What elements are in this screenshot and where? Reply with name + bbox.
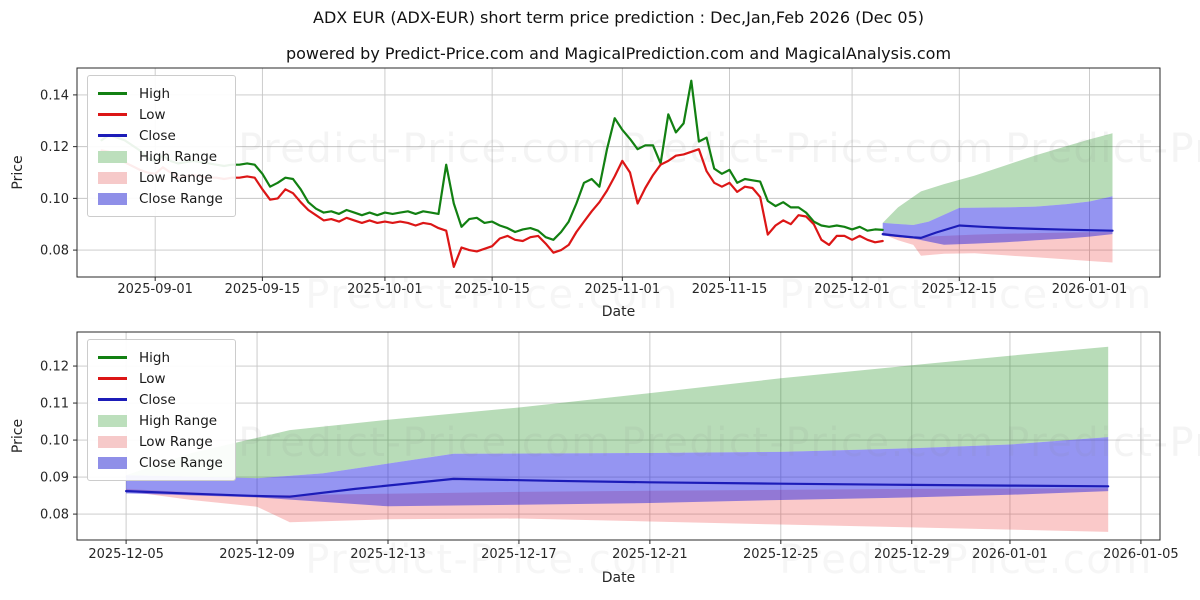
legend-patch-swatch bbox=[98, 435, 127, 448]
watermark-text: Predict-Price.com bbox=[779, 537, 1152, 583]
legend-label: Low bbox=[139, 106, 166, 123]
watermark-text: Predict-Price.com bbox=[779, 272, 1152, 318]
legend-item-close-range: Close Range bbox=[98, 188, 223, 209]
legend-patch-swatch bbox=[98, 414, 127, 427]
legend-forecast: High Low Close High Range Low Range Close Ran… bbox=[87, 339, 236, 481]
legend-patch-swatch bbox=[98, 456, 127, 469]
legend-item-low-range: Low Range bbox=[98, 167, 223, 188]
band-high-range bbox=[126, 346, 1109, 479]
watermark-text: Predict-Price.com bbox=[238, 126, 611, 172]
band-low-range bbox=[126, 488, 1109, 532]
legend-label: High Range bbox=[139, 412, 218, 429]
legend-item-low-range: Low Range bbox=[98, 431, 223, 452]
legend-line-swatch bbox=[98, 134, 127, 137]
legend-line-swatch bbox=[98, 92, 127, 95]
history-chart: Predict-Price.com Predict-Price.com Predic… bbox=[10, 67, 1200, 320]
legend-label: Low Range bbox=[139, 433, 213, 450]
x-tick-label: 2025-12-09 bbox=[219, 547, 295, 562]
legend-item-high-range: High Range bbox=[98, 146, 223, 167]
watermark-text: Predict-Price.com bbox=[621, 126, 994, 172]
x-tick-label: 2026-01-01 bbox=[1052, 282, 1128, 297]
legend-patch-swatch bbox=[98, 192, 127, 205]
series-close-line bbox=[881, 224, 1114, 239]
x-tick-label: 2026-01-05 bbox=[1103, 547, 1179, 562]
plot-border bbox=[76, 331, 1161, 541]
forecast-chart: Predict-Price.com Predict-Price.com Predic… bbox=[10, 331, 1200, 586]
y-tick-label: 0.09 bbox=[40, 471, 69, 486]
legend-label: High bbox=[139, 85, 171, 102]
legend-label: Close Range bbox=[139, 454, 223, 471]
x-tick-label: 2025-12-21 bbox=[612, 547, 688, 562]
y-axis-label: Price bbox=[10, 419, 26, 453]
y-tick-label: 0.08 bbox=[40, 244, 69, 259]
legend-item-low: Low bbox=[98, 368, 223, 389]
watermark-text: Predict-Price.com bbox=[238, 420, 611, 466]
x-axis-label: Date bbox=[602, 304, 635, 320]
x-tick-label: 2025-12-13 bbox=[350, 547, 426, 562]
x-tick-label: 2025-11-15 bbox=[692, 282, 768, 297]
series-close-line bbox=[124, 477, 1110, 498]
y-tick-label: 0.10 bbox=[40, 434, 69, 449]
chart-subtitle: powered by Predict-Price.com and Magical… bbox=[285, 44, 952, 63]
legend-item-high: High bbox=[98, 347, 223, 368]
legend-line-swatch bbox=[98, 356, 127, 359]
legend-item-close-range: Close Range bbox=[98, 452, 223, 473]
legend-label: Low bbox=[139, 370, 166, 387]
x-tick-label: 2025-12-29 bbox=[874, 547, 950, 562]
band-close-range bbox=[126, 437, 1109, 507]
y-tick-label: 0.08 bbox=[40, 508, 69, 523]
legend-line-swatch bbox=[98, 398, 127, 401]
x-tick-label: 2025-10-15 bbox=[454, 282, 530, 297]
x-axis-label: Date bbox=[602, 570, 635, 586]
x-tick-label: 2025-12-17 bbox=[481, 547, 557, 562]
y-axis-label: Price bbox=[10, 155, 26, 189]
x-tick-label: 2025-10-01 bbox=[347, 282, 423, 297]
legend-history: High Low Close High Range Low Range Close Ran… bbox=[87, 75, 236, 217]
legend-label: High bbox=[139, 349, 171, 366]
plot-border bbox=[76, 67, 1161, 278]
legend-label: Close Range bbox=[139, 190, 223, 207]
x-tick-label: 2026-01-01 bbox=[972, 547, 1048, 562]
legend-item-low: Low bbox=[98, 104, 223, 125]
x-tick-label: 2025-09-15 bbox=[225, 282, 301, 297]
x-tick-label: 2025-12-01 bbox=[814, 282, 890, 297]
legend-label: Close bbox=[139, 127, 176, 144]
x-tick-label: 2025-09-01 bbox=[117, 282, 193, 297]
watermark-text: Predict-Price.com bbox=[1005, 420, 1200, 466]
watermark-text: Predict-Price.com bbox=[305, 272, 678, 318]
y-tick-label: 0.10 bbox=[40, 192, 69, 207]
y-tick-label: 0.14 bbox=[40, 88, 69, 103]
legend-label: High Range bbox=[139, 148, 218, 165]
watermark-text: Predict-Price.com bbox=[1005, 126, 1200, 172]
legend-label: Close bbox=[139, 391, 176, 408]
legend-item-close: Close bbox=[98, 125, 223, 146]
y-tick-label: 0.12 bbox=[40, 140, 69, 155]
legend-item-high: High bbox=[98, 83, 223, 104]
band-low-range bbox=[882, 232, 1113, 263]
x-tick-label: 2025-11-01 bbox=[585, 282, 661, 297]
legend-patch-swatch bbox=[98, 150, 127, 163]
watermark-text: Predict-Price.com bbox=[621, 420, 994, 466]
legend-item-close: Close bbox=[98, 389, 223, 410]
legend-line-swatch bbox=[98, 113, 127, 116]
x-tick-label: 2025-12-15 bbox=[922, 282, 998, 297]
y-tick-label: 0.11 bbox=[40, 397, 69, 412]
x-tick-label: 2025-12-05 bbox=[88, 547, 164, 562]
legend-item-high-range: High Range bbox=[98, 410, 223, 431]
chart-title: ADX EUR (ADX-EUR) short term price predi… bbox=[313, 8, 924, 27]
legend-patch-swatch bbox=[98, 171, 127, 184]
watermark-text: Predict-Price.com bbox=[305, 537, 678, 583]
legend-line-swatch bbox=[98, 377, 127, 380]
band-high-range bbox=[882, 133, 1113, 225]
y-tick-label: 0.12 bbox=[40, 360, 69, 375]
band-close-range bbox=[882, 196, 1113, 245]
x-tick-label: 2025-12-25 bbox=[743, 547, 819, 562]
legend-label: Low Range bbox=[139, 169, 213, 186]
